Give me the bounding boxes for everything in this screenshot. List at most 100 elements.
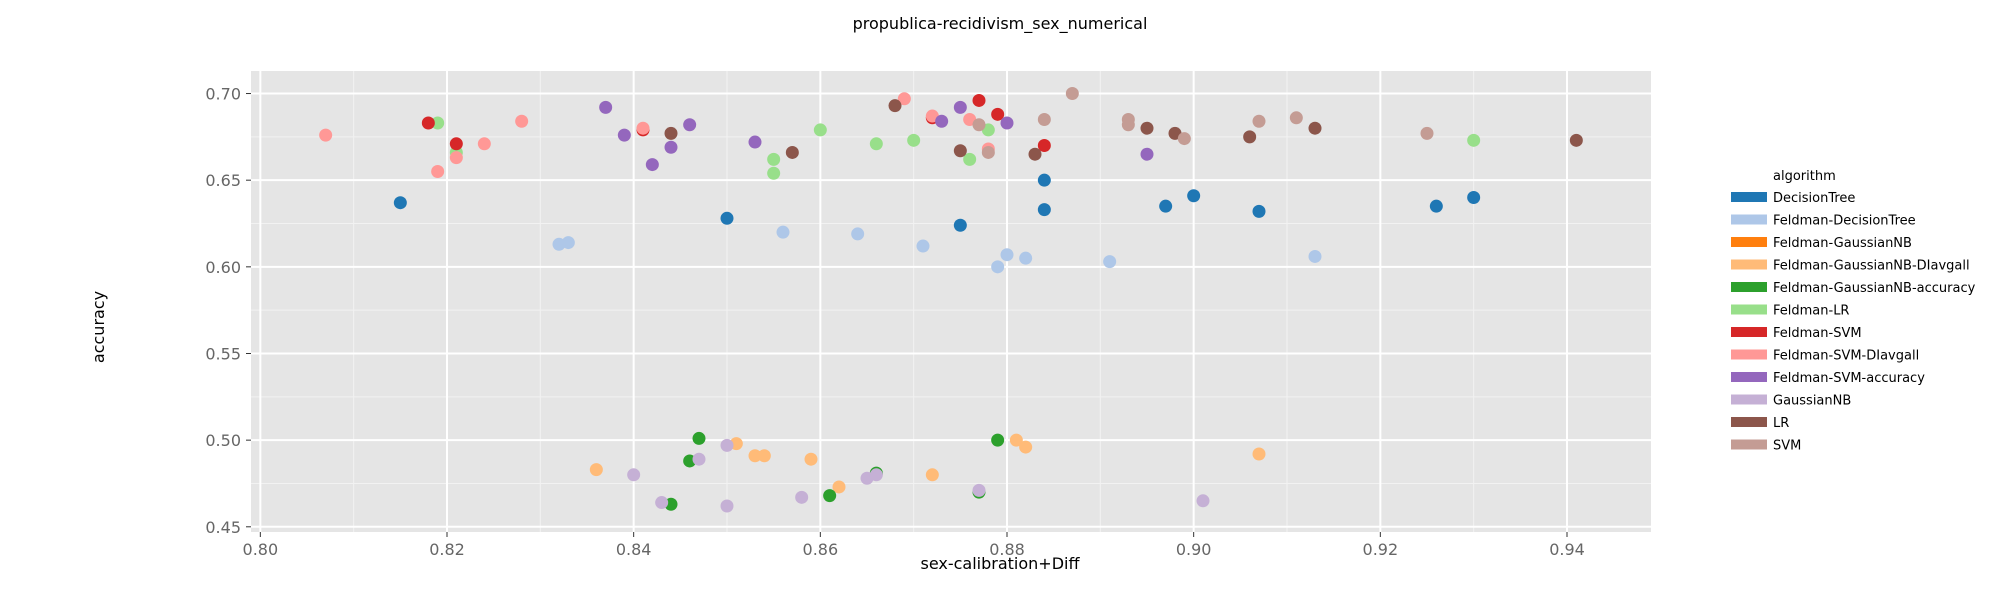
point-feldman-gaussiannb-accuracy [823,489,837,503]
legend-items: DecisionTree Feldman-DecisionTree Feldman-… [1731,191,1976,454]
point-lr [1569,133,1583,147]
point-decisiontree [1467,191,1481,205]
point-feldman-lr [907,133,921,147]
point-lr [664,126,678,140]
point-lr [1140,121,1154,135]
legend-label-feldman-gaussiannb-diavgall: Feldman-GaussianNB-DIavgall [1773,259,1970,274]
point-feldman-decisiontree [1308,249,1322,263]
point-feldman-lr [431,116,445,130]
point-decisiontree [720,211,734,225]
point-feldman-gaussiannb-diavgall [748,449,762,463]
point-feldman-gaussiannb-accuracy [991,433,1005,447]
point-lr [1028,147,1042,161]
legend-title: algorithm [1773,169,1836,184]
point-gaussiannb [627,468,641,482]
grid-lines [251,71,1651,532]
point-svm [1121,118,1135,132]
x-tick-label: 0.80 [243,540,279,559]
point-feldman-lr [963,152,977,166]
x-tick-label: 0.84 [616,540,652,559]
point-feldman-svm-accuracy [664,140,678,154]
point-feldman-gaussiannb-diavgall [925,468,939,482]
x-tick-label: 0.92 [1363,540,1399,559]
point-feldman-svm-diavgall [449,151,463,165]
chart-title: propublica-recidivism_sex_numerical [853,14,1148,34]
point-lr [953,144,967,158]
point-feldman-gaussiannb-diavgall [589,463,603,477]
point-feldman-svm [421,116,435,130]
point-lr [785,145,799,159]
point-feldman-decisiontree [991,260,1005,274]
legend-swatch-feldman-decisiontree [1731,214,1767,225]
point-feldman-svm-diavgall [319,128,333,142]
y-tick-label: 0.50 [205,431,241,450]
legend-swatch-feldman-gaussiannb [1731,237,1767,247]
point-feldman-lr [767,166,781,180]
point-decisiontree [1037,173,1051,187]
legend-swatch-gaussiannb [1731,394,1767,405]
legend-swatch-svm [1731,439,1767,450]
legend-swatch-lr [1731,417,1767,427]
legend-label-feldman-svm-accuracy: Feldman-SVM-accuracy [1773,371,1925,386]
x-axis-title: sex-calibration+Diff [920,554,1080,573]
point-feldman-svm-accuracy [1000,116,1014,130]
point-svm [1420,126,1434,140]
point-feldman-decisiontree [561,236,575,250]
legend: algorithm DecisionTree Feldman-DecisionTr… [1731,169,1976,454]
point-gaussiannb [655,496,669,510]
legend-label-feldman-gaussiannb: Feldman-GaussianNB [1773,236,1912,251]
legend-swatch-feldman-svm [1731,327,1767,337]
point-feldman-svm-accuracy [1140,147,1154,161]
point-feldman-svm-accuracy [683,118,697,132]
x-tick-label: 0.94 [1549,540,1585,559]
point-lr [1308,121,1322,135]
point-feldman-gaussiannb-diavgall [1019,440,1033,454]
legend-swatch-feldman-gaussiannb-diavgall [1731,259,1767,270]
x-tick-label: 0.88 [989,540,1025,559]
legend-swatch-feldman-svm-accuracy [1731,372,1767,382]
point-feldman-decisiontree [1019,251,1033,265]
point-svm [1065,87,1079,101]
point-lr [1243,130,1257,144]
legend-swatch-feldman-svm-diavgall [1731,349,1767,360]
legend-label-gaussiannb: GaussianNB [1773,394,1851,409]
point-feldman-gaussiannb-accuracy [692,431,706,445]
legend-label-feldman-decisiontree: Feldman-DecisionTree [1773,214,1916,229]
point-feldman-lr [869,137,883,151]
x-axis-ticks: 0.80 0.82 0.84 0.86 0.88 0.90 0.92 0.94 [243,532,1585,559]
legend-label-decisiontree: DecisionTree [1773,191,1855,206]
point-feldman-decisiontree [1103,255,1117,269]
point-feldman-decisiontree [776,225,790,239]
data-points [319,87,1583,513]
point-feldman-lr [1467,133,1481,147]
point-gaussiannb [795,490,809,504]
x-tick-label: 0.86 [803,540,839,559]
point-decisiontree [1252,204,1266,218]
point-decisiontree [1037,203,1051,217]
point-feldman-lr [767,152,781,166]
point-svm [1289,111,1303,125]
point-feldman-svm-diavgall [515,114,529,128]
point-feldman-decisiontree [851,227,865,241]
point-svm [1177,132,1191,146]
point-gaussiannb [972,483,986,497]
point-feldman-gaussiannb-diavgall [832,480,846,494]
point-feldman-svm-accuracy [599,100,613,114]
point-decisiontree [1187,189,1201,203]
point-feldman-svm [449,137,463,151]
point-lr [888,99,902,113]
point-feldman-decisiontree [916,239,930,253]
x-tick-label: 0.82 [429,540,465,559]
y-axis-title: accuracy [89,291,108,363]
y-tick-label: 0.65 [205,171,241,190]
legend-label-svm: SVM [1773,439,1801,454]
point-decisiontree [1429,199,1443,213]
point-feldman-svm-accuracy [953,100,967,114]
point-decisiontree [953,218,967,232]
point-gaussiannb [869,468,883,482]
legend-label-feldman-lr: Feldman-LR [1773,304,1849,319]
point-feldman-svm-accuracy [748,135,762,149]
point-feldman-gaussiannb-diavgall [1009,433,1023,447]
